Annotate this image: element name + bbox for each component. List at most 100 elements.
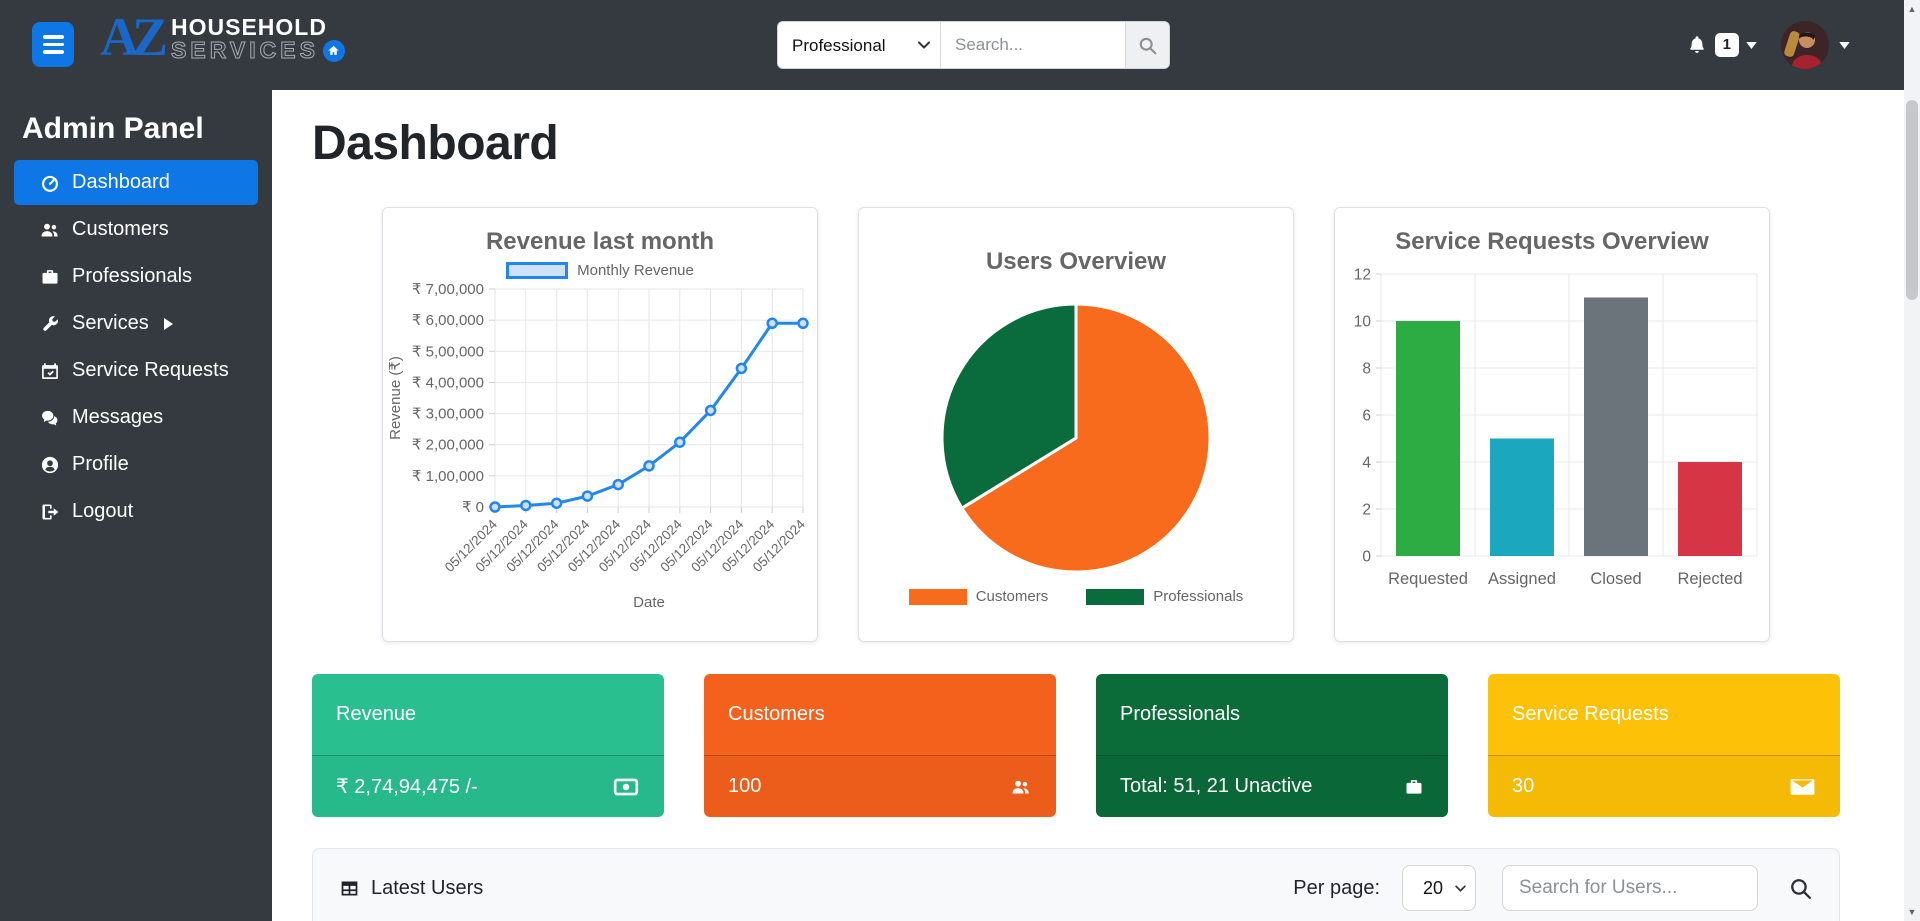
- scrollbar-up-arrow[interactable]: ▲: [1907, 4, 1917, 14]
- sidebar-item-label: Professionals: [72, 265, 193, 287]
- table-icon: [341, 881, 358, 895]
- svg-text:Date: Date: [633, 594, 665, 611]
- navbar-right-cluster: 1: [1686, 0, 1850, 90]
- svg-text:8: 8: [1362, 361, 1371, 378]
- per-page-label: Per page:: [1293, 876, 1380, 899]
- legend-label: Professionals: [1153, 588, 1244, 605]
- legend-swatch: [506, 262, 569, 279]
- svg-text:Rejected: Rejected: [1677, 570, 1742, 588]
- comments-icon: [38, 408, 61, 428]
- envelope-icon: [1789, 774, 1816, 800]
- svg-text:₹ 5,00,000: ₹ 5,00,000: [412, 343, 484, 360]
- legend-swatch: [908, 588, 967, 605]
- revenue-line-chart: ₹ 0 ₹ 1,00,000 ₹ 2,00,000 ₹ 3,00,000 ₹ 4,00,…: [383, 279, 817, 618]
- navbar-search-group: Professional: [777, 21, 1170, 69]
- sidebar-item-services[interactable]: Services: [14, 301, 258, 346]
- logout-icon: [38, 502, 61, 522]
- scrollbar-thumb[interactable]: [1906, 100, 1918, 300]
- latest-users-header: Latest Users: [339, 877, 483, 900]
- users-search-input[interactable]: [1502, 865, 1758, 911]
- per-page-select[interactable]: 20: [1402, 865, 1476, 911]
- sidebar-item-professionals[interactable]: Professionals: [14, 254, 258, 299]
- users-overview-card: Users Overview Customers Professionals: [858, 207, 1294, 642]
- money-bill-icon: [612, 774, 640, 800]
- caret-down-icon: [1839, 36, 1850, 54]
- sidebar-item-profile[interactable]: Profile: [14, 442, 258, 487]
- users-pie-legend: Customers Professionals: [859, 588, 1293, 605]
- navbar-search-input[interactable]: [941, 22, 1125, 68]
- legend-entry-professionals: Professionals: [1086, 588, 1243, 605]
- sidebar-item-dashboard[interactable]: Dashboard: [14, 160, 258, 205]
- sidebar-item-customers[interactable]: Customers: [14, 207, 258, 252]
- sidebar-item-logout[interactable]: Logout: [14, 489, 258, 534]
- legend-swatch: [1086, 588, 1145, 605]
- svg-text:6: 6: [1362, 408, 1371, 425]
- svg-text:₹ 1,00,000: ₹ 1,00,000: [412, 468, 484, 485]
- service-requests-bar-chart: 0 2 4 6 8 10 12 Requested Assigned Closed Rejected: [1335, 256, 1769, 633]
- brand-logo[interactable]: AZ HOUSEHOLD SERVICES: [100, 10, 345, 64]
- sidebar-item-messages[interactable]: Messages: [14, 395, 258, 440]
- per-page-select-wrap: 20: [1402, 865, 1476, 911]
- sidebar-item-label: Services: [72, 312, 149, 334]
- search-category-select[interactable]: Professional: [778, 22, 940, 68]
- home-icon: [322, 39, 345, 62]
- latest-users-bar: Latest Users Per page: 20: [312, 848, 1840, 921]
- search-category-select-wrap: Professional: [778, 22, 941, 68]
- navbar-search-button[interactable]: [1125, 22, 1169, 68]
- page-title: Dashboard: [312, 117, 559, 170]
- svg-text:₹ 7,00,000: ₹ 7,00,000: [412, 281, 484, 298]
- sidebar-item-label: Service Requests: [72, 359, 229, 381]
- charts-row: Revenue last month Monthly Revenue ₹ 0 ₹ …: [382, 207, 1904, 642]
- stat-card-value: Total: 51, 21 Unactive: [1120, 775, 1313, 797]
- search-icon: [1139, 37, 1157, 54]
- legend-label: Monthly Revenue: [577, 262, 694, 279]
- svg-text:₹ 6,00,000: ₹ 6,00,000: [412, 312, 484, 329]
- sidebar-item-service-requests[interactable]: Service Requests: [14, 348, 258, 393]
- users-search-icon[interactable]: [1788, 876, 1813, 901]
- stat-cards-row: Revenue ₹ 2,74,94,475 /- Customers 100 Profe…: [312, 674, 1904, 817]
- stat-card-label: Service Requests: [1512, 703, 1669, 725]
- revenue-chart-title: Revenue last month: [485, 228, 715, 255]
- stat-card-value: 30: [1512, 775, 1535, 797]
- latest-users-controls: Per page: 20: [1293, 865, 1813, 911]
- legend-entry-customers: Customers: [908, 588, 1049, 605]
- user-circle-icon: [38, 455, 61, 475]
- wrench-icon: [38, 314, 61, 334]
- latest-users-title: Latest Users: [371, 876, 484, 899]
- notifications-dropdown[interactable]: 1: [1686, 33, 1757, 57]
- users-overview-title: Users Overview: [985, 248, 1167, 275]
- service-requests-overview-title: Service Requests Overview: [1395, 228, 1709, 255]
- stat-card-label: Customers: [728, 703, 825, 725]
- users-icon: [1009, 777, 1032, 797]
- briefcase-icon: [1404, 777, 1424, 797]
- stat-card-label: Professionals: [1120, 703, 1241, 725]
- svg-text:Assigned: Assigned: [1488, 570, 1556, 588]
- sidebar-item-label: Logout: [72, 500, 134, 522]
- sidebar-nav: Dashboard Customers Professionals Services S…: [0, 160, 272, 534]
- caret-down-icon: [1746, 36, 1757, 54]
- tachometer-icon: [38, 173, 61, 193]
- profile-dropdown[interactable]: [1781, 21, 1850, 69]
- stat-card-value: ₹ 2,74,94,475 /-: [336, 776, 478, 798]
- hamburger-menu-button[interactable]: [32, 22, 74, 67]
- stat-card-value: 100: [728, 775, 762, 797]
- stat-card-customers: Customers 100: [704, 674, 1056, 817]
- sidebar: Admin Panel Dashboard Customers Profession…: [0, 90, 272, 921]
- brand-services: SERVICES: [171, 37, 319, 63]
- brand-az: AZ: [100, 7, 168, 67]
- sidebar-item-label: Dashboard: [72, 171, 170, 193]
- legend-label: Customers: [975, 588, 1049, 605]
- sidebar-item-label: Profile: [72, 453, 129, 475]
- top-navbar: AZ HOUSEHOLD SERVICES Professional: [0, 0, 1904, 90]
- svg-text:12: 12: [1354, 267, 1371, 284]
- svg-text:Closed: Closed: [1590, 570, 1641, 588]
- svg-text:0: 0: [1362, 549, 1371, 566]
- calendar-check-icon: [38, 361, 61, 381]
- service-requests-overview-card: Service Requests Overview 0 2 4 6 8 10 12 Reque…: [1334, 207, 1770, 642]
- main-content: Dashboard Revenue last month Monthly Rev…: [272, 90, 1904, 921]
- stat-card-service-requests: Service Requests 30: [1488, 674, 1840, 817]
- briefcase-icon: [38, 267, 61, 287]
- svg-text:4: 4: [1362, 455, 1371, 472]
- svg-text:2: 2: [1362, 502, 1371, 519]
- scrollbar-down-arrow[interactable]: ▼: [1907, 907, 1917, 917]
